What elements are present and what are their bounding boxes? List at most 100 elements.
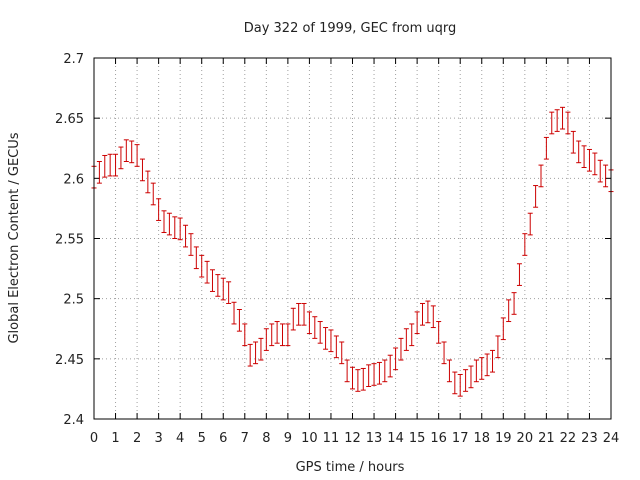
data-point [398, 337, 404, 361]
x-axis-label: GPS time / hours [296, 460, 405, 475]
data-point [172, 216, 178, 239]
grid [93, 57, 612, 420]
data-point [479, 357, 485, 380]
data-point [527, 212, 533, 236]
data-point [586, 148, 592, 172]
x-tick-label: 1 [111, 431, 119, 446]
data-point [258, 337, 264, 361]
data-point [247, 343, 253, 367]
data-point [350, 366, 355, 390]
data-point [102, 154, 108, 178]
data-point [215, 274, 221, 297]
data-point [522, 233, 528, 256]
x-tick-label: 23 [581, 431, 598, 446]
data-point [538, 164, 544, 188]
y-tick-label: 2.6 [63, 172, 84, 187]
y-tick-label: 2.65 [55, 112, 84, 127]
data-point [323, 327, 329, 350]
data-point [376, 361, 382, 385]
data-point [177, 217, 183, 241]
data-point [226, 281, 232, 304]
x-tick-label: 8 [262, 431, 270, 446]
data-point [129, 140, 135, 164]
data-point [113, 153, 119, 177]
data-point [344, 359, 350, 383]
y-axis-label: Global Electron Content / GECUs [7, 132, 22, 343]
data-point [500, 317, 506, 341]
data-point [145, 170, 151, 194]
x-tick-label: 17 [452, 431, 469, 446]
data-point [166, 212, 172, 236]
x-tick-label: 21 [538, 431, 555, 446]
data-point [420, 302, 426, 326]
data-point [290, 307, 296, 331]
plot-frame [93, 57, 612, 420]
data-point [436, 321, 442, 344]
data-point [360, 367, 366, 391]
x-tick-label: 7 [241, 431, 249, 446]
x-tick-label: 6 [219, 431, 227, 446]
data-point [403, 328, 409, 351]
data-point [366, 364, 372, 388]
data-point [597, 159, 603, 183]
x-tick-label: 4 [176, 431, 184, 446]
x-tick-label: 9 [284, 431, 292, 446]
x-tick-label: 18 [473, 431, 490, 446]
data-point [355, 369, 361, 392]
chart-title: Day 322 of 1999, GEC from uqrg [244, 21, 457, 36]
data-point [560, 106, 566, 130]
data-point [592, 152, 598, 176]
x-tick-label: 14 [387, 431, 404, 446]
data-point [576, 140, 582, 164]
data-point [317, 321, 323, 344]
data-point [382, 359, 388, 383]
data-point [495, 335, 501, 359]
data-point [446, 359, 452, 383]
data-point [118, 146, 124, 170]
data-point [457, 373, 463, 397]
data-point [306, 311, 312, 335]
data-point [193, 246, 199, 270]
data-point [414, 311, 420, 335]
data-point [554, 109, 560, 132]
data-point [123, 139, 129, 162]
data-point [301, 302, 307, 326]
data-point [581, 145, 587, 169]
data-point [96, 160, 102, 184]
data-point [409, 323, 415, 347]
x-tick-label: 10 [301, 431, 318, 446]
data-point [220, 277, 226, 301]
data-point [231, 301, 237, 325]
data-point [242, 323, 248, 347]
data-point [328, 329, 334, 353]
data-point [263, 328, 269, 351]
data-point [371, 363, 377, 386]
data-point [107, 153, 113, 177]
data-point [425, 300, 431, 324]
data-point [473, 359, 479, 383]
data-point [134, 144, 140, 167]
data-point [543, 136, 549, 160]
data-point [188, 233, 194, 256]
data-point [490, 349, 496, 373]
x-tick-label: 19 [495, 431, 512, 446]
data-point [209, 269, 215, 292]
data-points [91, 106, 614, 397]
data-point [183, 224, 189, 248]
y-tick-label: 2.5 [63, 293, 84, 308]
x-tick-label: 13 [366, 431, 383, 446]
y-tick-label: 2.4 [63, 413, 84, 428]
data-point [279, 323, 285, 347]
y-tick-label: 2.45 [55, 353, 84, 368]
data-point [463, 369, 469, 392]
data-point [139, 158, 145, 182]
x-tick-label: 15 [409, 431, 426, 446]
data-point [603, 164, 609, 188]
x-tick-label: 16 [430, 431, 447, 446]
data-point [296, 302, 302, 326]
data-point [204, 260, 210, 284]
x-tick-label: 22 [560, 431, 577, 446]
data-point [452, 371, 458, 395]
data-point [430, 305, 436, 329]
